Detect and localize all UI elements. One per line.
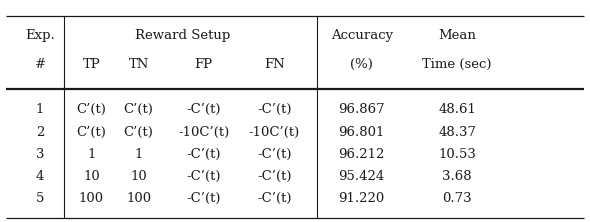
Text: -C’(t): -C’(t) <box>257 170 291 183</box>
Text: 2: 2 <box>36 126 44 139</box>
Text: 48.61: 48.61 <box>438 103 476 116</box>
Text: 10: 10 <box>130 170 147 183</box>
Text: C’(t): C’(t) <box>124 103 153 116</box>
Text: -C’(t): -C’(t) <box>186 192 221 205</box>
Text: C’(t): C’(t) <box>77 126 106 139</box>
Text: FN: FN <box>264 58 285 71</box>
Text: -C’(t): -C’(t) <box>186 170 221 183</box>
Text: 10.53: 10.53 <box>438 148 476 161</box>
Text: 96.867: 96.867 <box>338 103 385 116</box>
Text: -C’(t): -C’(t) <box>186 148 221 161</box>
Text: 91.220: 91.220 <box>339 192 385 205</box>
Text: 95.424: 95.424 <box>339 170 385 183</box>
Text: -10C’(t): -10C’(t) <box>249 126 300 139</box>
Text: 1: 1 <box>36 103 44 116</box>
Text: (%): (%) <box>350 58 373 71</box>
Text: 0.73: 0.73 <box>442 192 472 205</box>
Text: 5: 5 <box>36 192 44 205</box>
Text: 100: 100 <box>79 192 104 205</box>
Text: 96.801: 96.801 <box>339 126 385 139</box>
Text: 1: 1 <box>135 148 143 161</box>
Text: Exp.: Exp. <box>25 29 55 42</box>
Text: -C’(t): -C’(t) <box>257 192 291 205</box>
Text: 100: 100 <box>126 192 151 205</box>
Text: Reward Setup: Reward Setup <box>135 29 231 42</box>
Text: #: # <box>35 58 45 71</box>
Text: C’(t): C’(t) <box>124 126 153 139</box>
Text: C’(t): C’(t) <box>77 103 106 116</box>
Text: TN: TN <box>129 58 149 71</box>
Text: 10: 10 <box>83 170 100 183</box>
Text: -C’(t): -C’(t) <box>257 148 291 161</box>
Text: 48.37: 48.37 <box>438 126 476 139</box>
Text: -C’(t): -C’(t) <box>257 103 291 116</box>
Text: 4: 4 <box>36 170 44 183</box>
Text: TP: TP <box>83 58 100 71</box>
Text: Time (sec): Time (sec) <box>422 58 492 71</box>
Text: FP: FP <box>195 58 212 71</box>
Text: 1: 1 <box>87 148 96 161</box>
Text: Accuracy: Accuracy <box>330 29 393 42</box>
Text: Mean: Mean <box>438 29 476 42</box>
Text: -C’(t): -C’(t) <box>186 103 221 116</box>
Text: 3.68: 3.68 <box>442 170 472 183</box>
Text: 3: 3 <box>36 148 44 161</box>
Text: -10C’(t): -10C’(t) <box>178 126 229 139</box>
Text: 96.212: 96.212 <box>339 148 385 161</box>
